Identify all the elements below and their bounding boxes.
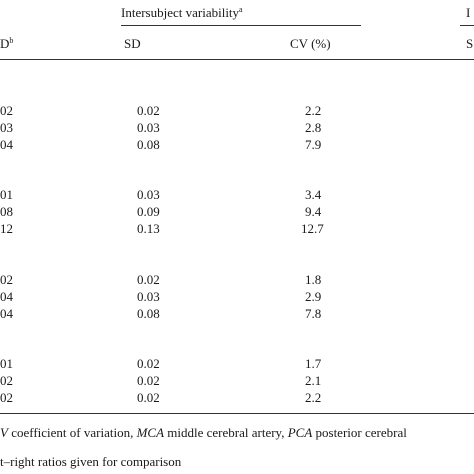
cv-cell: 7.8 bbox=[305, 306, 322, 321]
left-cell: 03 bbox=[0, 120, 13, 135]
left-cell: 02 bbox=[0, 373, 13, 388]
footnote-pca-text: posterior cerebral bbox=[315, 425, 407, 440]
right-subheader-fragment: S bbox=[466, 36, 474, 51]
left-cell: 02 bbox=[0, 390, 13, 405]
intersubject-variability-heading: Intersubject variabilitya bbox=[121, 5, 243, 20]
left-cell: 02 bbox=[0, 272, 13, 287]
group-heading-rule bbox=[121, 25, 361, 26]
footnote-cv-text: coefficient of variation, bbox=[11, 425, 134, 440]
sd-cell: 0.09 bbox=[137, 204, 160, 219]
sd-cell: 0.03 bbox=[137, 187, 160, 202]
cv-cell: 2.8 bbox=[305, 120, 322, 135]
sd-cell: 0.03 bbox=[137, 120, 160, 135]
cv-cell: 7.9 bbox=[305, 137, 322, 152]
cv-cell: 2.1 bbox=[305, 373, 322, 388]
cv-column-header: CV (%) bbox=[290, 36, 331, 51]
sd-cell: 0.03 bbox=[137, 289, 160, 304]
left-cell: 01 bbox=[0, 356, 13, 371]
sd-cell: 0.02 bbox=[137, 373, 160, 388]
sd-cell: 0.02 bbox=[137, 390, 160, 405]
sd-cell: 0.13 bbox=[137, 221, 160, 236]
footnote-line-1: V coefficient of variation, MCA middle c… bbox=[0, 426, 407, 439]
cv-cell: 2.9 bbox=[305, 289, 322, 304]
footnote-mca-text: middle cerebral artery, bbox=[167, 425, 285, 440]
cv-cell: 9.4 bbox=[305, 204, 322, 219]
left-cell: 04 bbox=[0, 137, 13, 152]
sd-cell: 0.02 bbox=[137, 103, 160, 118]
right-group-heading-rule bbox=[460, 25, 474, 26]
sd-cell: 0.08 bbox=[137, 306, 160, 321]
footnote-pca-abbr: PCA bbox=[287, 425, 313, 440]
right-group-heading-fragment: I bbox=[466, 5, 471, 20]
cv-cell: 1.8 bbox=[305, 272, 322, 287]
left-cell: 01 bbox=[0, 187, 13, 202]
footnote-cv-abbr: V bbox=[0, 425, 8, 440]
sd-cell: 0.08 bbox=[137, 137, 160, 152]
header-bottom-rule bbox=[0, 59, 474, 60]
left-cell: 08 bbox=[0, 204, 13, 219]
sd-cell: 0.02 bbox=[137, 272, 160, 287]
sd-column-header: SD bbox=[124, 36, 141, 51]
cv-cell: 2.2 bbox=[305, 390, 322, 405]
left-cell: 04 bbox=[0, 289, 13, 304]
footnote-line-2: t–right ratios given for comparison bbox=[0, 454, 182, 469]
cv-cell: 12.7 bbox=[301, 221, 324, 236]
footnote-mca-abbr: MCA bbox=[136, 425, 165, 440]
left-cell: 02 bbox=[0, 103, 13, 118]
sd-cell: 0.02 bbox=[137, 356, 160, 371]
cv-cell: 2.2 bbox=[305, 103, 322, 118]
cv-cell: 3.4 bbox=[305, 187, 322, 202]
left-column-header-fragment: Db bbox=[0, 36, 14, 51]
left-cell: 04 bbox=[0, 306, 13, 321]
left-cell: 12 bbox=[0, 221, 13, 236]
cv-cell: 1.7 bbox=[305, 356, 322, 371]
table-bottom-rule bbox=[0, 413, 474, 414]
